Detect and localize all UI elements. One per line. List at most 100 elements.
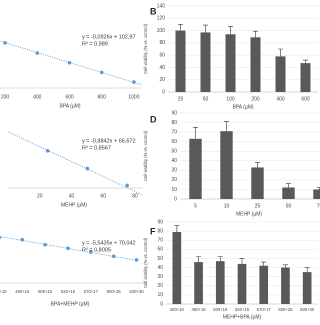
x-tick-label: 20 <box>37 193 43 199</box>
bar <box>275 56 286 92</box>
y-tick-label: 80 <box>157 228 163 234</box>
error-bar <box>304 267 310 273</box>
x-tick-label: 570+17 <box>257 307 272 312</box>
y-tick-label: 80 <box>159 40 165 46</box>
y-tick-label: 60 <box>171 139 177 145</box>
y-tick-label: 40 <box>159 65 165 71</box>
x-tick-label: 630+30 <box>300 307 315 312</box>
y-tick-label: 140 <box>157 3 166 9</box>
error-bar <box>278 48 283 57</box>
error-bar <box>228 25 233 35</box>
error-bar <box>255 162 260 168</box>
panel-label: B <box>150 6 157 16</box>
x-tick-label: 400 <box>33 94 42 100</box>
error-bar <box>261 261 267 266</box>
x-tick-label: 450+15 <box>192 307 207 312</box>
x-tick-label: 600 <box>65 94 74 100</box>
y-tick-label: 40 <box>157 265 163 271</box>
y-tick-label: 100 <box>157 28 166 34</box>
x-axis-label: MEHP+BPA (µM) <box>223 314 262 320</box>
y-tick-label: 120 <box>157 16 166 22</box>
x-tick-label: 570+17 <box>84 289 99 294</box>
x-tick-label: 630+30 <box>130 289 145 294</box>
x-tick-label: 1000 <box>128 94 139 100</box>
data-point <box>85 166 90 171</box>
trendline-equation: y = -0,8842x + 66,672 <box>82 138 136 144</box>
panel-label: F <box>150 226 156 236</box>
bar <box>237 263 247 304</box>
y-tick-label: 10 <box>171 187 177 193</box>
bar <box>175 30 186 93</box>
x-tick-label: 25 <box>255 203 261 209</box>
error-bar <box>286 183 291 188</box>
y-tick-label: 20 <box>171 177 177 183</box>
bar <box>194 262 203 304</box>
error-bar <box>217 256 223 262</box>
trendline-equation: R² = 0,989 <box>82 41 108 47</box>
data-point <box>67 60 72 65</box>
data-point <box>89 250 93 254</box>
y-tick-label: 60 <box>159 52 165 58</box>
x-tick-label: 25 <box>178 96 184 102</box>
bar <box>225 34 236 92</box>
x-tick-label: 5 <box>194 203 197 209</box>
y-tick-label: 0 <box>174 196 177 202</box>
y-tick-label: 80 <box>171 120 177 126</box>
x-tick-label: 400+10 <box>170 307 185 312</box>
y-tick-label: 30 <box>157 274 163 280</box>
x-tick-label: 600+25 <box>278 307 293 312</box>
x-axis-label: BPA (µM) <box>232 104 253 110</box>
y-tick-label: 70 <box>157 238 163 244</box>
x-tick-label: 75 <box>317 203 320 209</box>
x-tick-label: 40 <box>69 193 75 199</box>
data-point <box>45 149 50 153</box>
panel-label: D <box>150 114 157 124</box>
error-bar <box>196 256 202 263</box>
bar <box>220 131 233 199</box>
error-bar <box>203 24 208 33</box>
x-tick-label: 600 <box>301 96 310 102</box>
error-bar <box>174 225 180 233</box>
x-tick-label: 200 <box>1 94 10 100</box>
y-tick-label: 40 <box>171 158 177 164</box>
y-tick-label: 20 <box>157 283 163 289</box>
y-tick-label: 10 <box>157 292 163 298</box>
bar <box>282 187 295 199</box>
x-tick-label: 500+15 <box>213 307 228 312</box>
data-point <box>99 70 104 75</box>
x-axis-label: BPA+MEHP (µM) <box>51 301 90 307</box>
y-tick-label: 50 <box>157 256 163 262</box>
trendline-equation: y = -0,0926x + 102,97 <box>82 34 136 40</box>
data-point <box>66 246 70 251</box>
error-bar <box>239 258 245 264</box>
x-axis-label: BPA (µM) <box>59 103 80 109</box>
y-axis-label: Cell viability (% vs. control) <box>143 237 148 288</box>
bar <box>215 261 225 304</box>
data-point <box>111 254 116 259</box>
y-axis-label: Cell viability (% vs. control) <box>143 23 148 74</box>
x-tick-label: 400 <box>276 96 285 102</box>
y-tick-label: 90 <box>157 219 163 225</box>
bar <box>281 267 290 304</box>
x-tick-label: 800 <box>98 94 107 100</box>
y-axis-label: Cell viability (% vs. control) <box>143 130 148 181</box>
data-point <box>125 183 129 188</box>
x-tick-label: 10 <box>224 203 230 209</box>
bar <box>200 32 211 92</box>
bar <box>250 37 261 92</box>
data-point <box>43 242 47 247</box>
x-tick-label: 520+15 <box>61 289 76 294</box>
bar <box>172 232 182 304</box>
x-tick-label: 400+10 <box>0 289 7 294</box>
x-tick-label: 60 <box>101 193 107 199</box>
x-axis-label: MEHP (µM) <box>236 211 262 217</box>
data-point <box>0 235 2 240</box>
x-tick-label: 600+25 <box>107 289 122 294</box>
bar <box>251 167 264 199</box>
y-tick-label: 90 <box>171 110 177 116</box>
data-point <box>20 237 25 242</box>
x-tick-label: 450+15 <box>15 289 30 294</box>
y-tick-label: 30 <box>171 168 177 174</box>
y-tick-label: 20 <box>159 77 165 83</box>
